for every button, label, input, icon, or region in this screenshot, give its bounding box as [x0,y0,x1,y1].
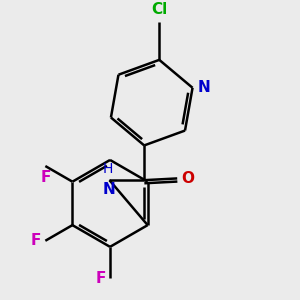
Text: H: H [103,162,113,176]
Text: F: F [40,170,50,185]
Text: Cl: Cl [151,2,167,17]
Text: F: F [95,271,106,286]
Text: N: N [198,80,211,95]
Text: N: N [103,182,116,197]
Text: O: O [182,171,194,186]
Text: F: F [31,233,41,248]
